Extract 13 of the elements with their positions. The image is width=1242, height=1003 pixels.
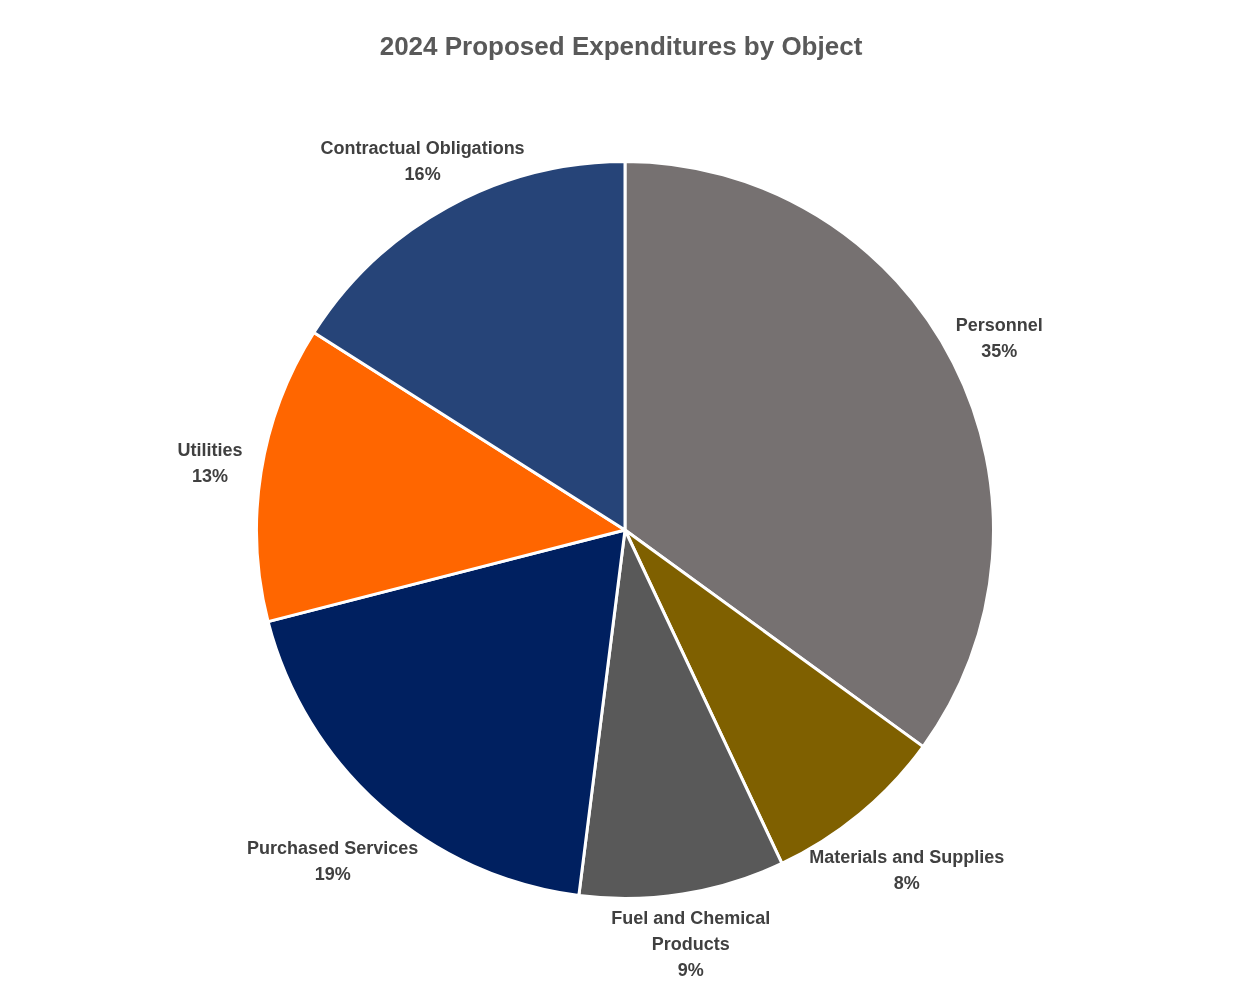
data-label: 13% [192,466,229,487]
slice-label: Contractual Obligations [320,137,525,158]
slice-label: Personnel [955,315,1043,336]
slice-label: Fuel and Chemical Products [611,907,771,954]
data-label: 8% [893,872,920,893]
slice-label: Utilities [177,440,243,461]
slice-label: Purchased Services [247,837,419,858]
data-label: 9% [677,959,704,980]
data-label: 35% [981,341,1018,362]
chart-title: 2024 Proposed Expenditures by Object [379,31,863,62]
data-label: 16% [404,163,441,184]
data-label: 19% [314,863,351,884]
slice-label: Materials and Supplies [809,846,1005,867]
